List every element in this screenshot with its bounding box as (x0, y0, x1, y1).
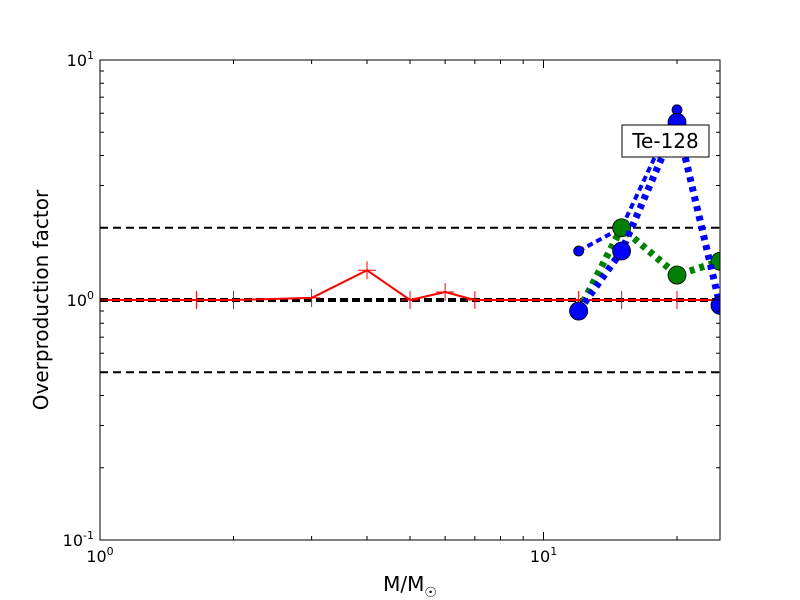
x-tick-label: 100 (86, 545, 113, 566)
data-point (465, 291, 484, 309)
data-point (569, 301, 589, 321)
data-point (436, 282, 455, 301)
data-point (358, 261, 377, 280)
y-tick-label: 101 (67, 49, 94, 70)
y-tick-label: 100 (67, 289, 94, 310)
data-point (302, 288, 321, 307)
y-tick-label: 10-1 (63, 529, 94, 550)
data-point (401, 291, 419, 309)
data-point (612, 241, 632, 261)
data-point (612, 291, 631, 309)
data-point (710, 295, 720, 315)
y-axis-title: Overproduction factor (29, 189, 53, 410)
x-axis-title: M/M☉ (383, 572, 437, 600)
annotation-label: Te-128 (631, 129, 699, 153)
data-point (667, 265, 687, 285)
series-line (575, 118, 720, 314)
x-tick-label: 101 (530, 545, 557, 566)
annotation-box: Te-128 (621, 124, 710, 158)
data-point (187, 291, 206, 309)
data-point (668, 291, 687, 309)
data-point (573, 245, 585, 257)
data-point (224, 291, 243, 309)
axis-ticks (99, 59, 720, 541)
series-line (575, 224, 720, 313)
